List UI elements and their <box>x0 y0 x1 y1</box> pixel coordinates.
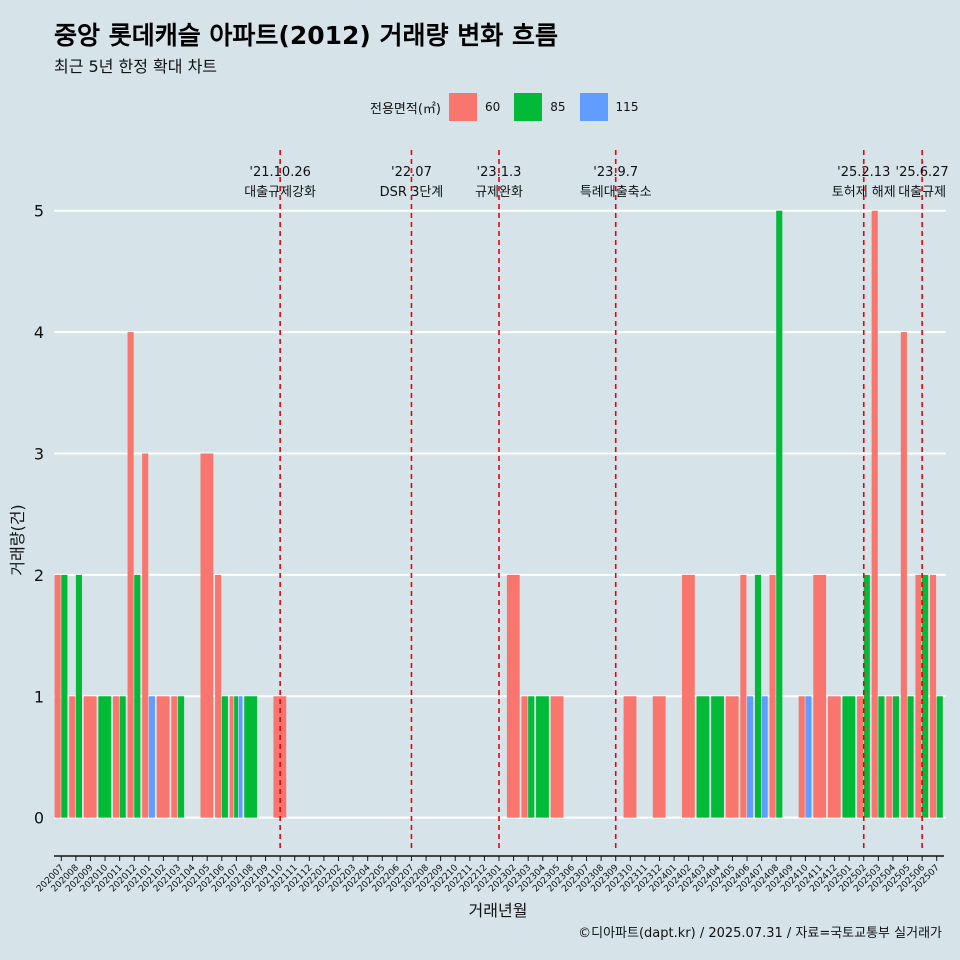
event-label: 토허제 해제 <box>832 185 896 200</box>
bar <box>761 696 768 818</box>
bar <box>827 696 841 818</box>
y-tick-label: 5 <box>34 202 44 221</box>
bar <box>238 696 243 818</box>
x-axis-title: 거래년월 <box>468 901 528 920</box>
bar <box>747 696 754 818</box>
bar <box>244 696 258 818</box>
bar <box>769 574 776 818</box>
bar <box>54 574 61 818</box>
legend-title: 전용면적(㎡) <box>370 101 441 117</box>
y-tick-label: 2 <box>34 566 44 585</box>
bar <box>915 574 922 818</box>
bar <box>119 696 126 818</box>
bar <box>929 574 937 818</box>
legend-key-115 <box>579 93 608 121</box>
bar <box>922 574 929 818</box>
legend: 전용면적(㎡) 60 85 115 <box>370 93 652 121</box>
bar <box>75 574 82 818</box>
bar <box>178 696 185 818</box>
bar <box>886 696 893 818</box>
bar <box>142 453 149 818</box>
bar <box>221 696 228 818</box>
bar <box>215 574 222 818</box>
bar <box>907 696 914 818</box>
bar <box>878 696 885 818</box>
bar <box>112 696 120 818</box>
bar <box>652 696 666 818</box>
legend-label-115: 115 <box>615 100 639 114</box>
bar <box>696 696 710 818</box>
bar <box>69 696 76 818</box>
bar <box>813 574 827 818</box>
event-label: DSR 3단계 <box>380 185 444 200</box>
event-date-label: '23.9.7 <box>593 165 638 180</box>
bar <box>506 574 520 818</box>
bar <box>528 696 535 818</box>
event-date-label: '21.10.26 <box>249 165 310 180</box>
event-label: 특례대출축소 <box>580 185 652 200</box>
event-label: 대출규제강화 <box>244 185 316 200</box>
bar <box>536 696 549 818</box>
legend-key-60 <box>448 93 477 121</box>
bar <box>842 696 856 818</box>
y-tick-label: 1 <box>34 687 44 706</box>
y-tick-label: 0 <box>34 809 44 828</box>
bar <box>148 696 155 818</box>
event-label: 대출규제 <box>898 185 946 200</box>
chart-subtitle: 최근 5년 한정 확대 차트 <box>54 57 218 76</box>
y-tick-label: 3 <box>34 444 44 463</box>
bar <box>234 696 239 818</box>
event-date-label: '22.07 <box>391 165 432 180</box>
bar <box>871 210 878 818</box>
bar <box>740 574 747 818</box>
bar <box>229 696 234 818</box>
bar <box>550 696 564 818</box>
bar <box>171 696 178 818</box>
bar <box>805 696 812 818</box>
bar <box>521 696 528 818</box>
bar <box>200 453 214 818</box>
bar <box>61 574 68 818</box>
bar <box>936 696 943 818</box>
source-caption: ©디아파트(dapt.kr) / 2025.07.31 / 자료=국토교통부 실… <box>578 926 942 941</box>
event-date-label: '25.6.27 <box>896 165 949 180</box>
bar <box>623 696 637 818</box>
bar <box>681 574 695 818</box>
bar <box>754 574 762 818</box>
bar <box>900 332 907 818</box>
bar <box>725 696 739 818</box>
bar <box>776 210 783 818</box>
bar <box>711 696 724 818</box>
chart-title: 중앙 롯데캐슬 아파트(2012) 거래량 변화 흐름 <box>54 21 558 50</box>
legend-key-85 <box>514 93 543 121</box>
bar <box>857 696 864 818</box>
legend-label-85: 85 <box>550 100 566 114</box>
bar <box>892 696 900 818</box>
y-tick-label: 4 <box>34 323 44 342</box>
bar <box>156 696 170 818</box>
bar <box>127 332 134 818</box>
bar <box>83 696 97 818</box>
bar <box>863 574 870 818</box>
legend-label-60: 60 <box>484 100 501 114</box>
bar <box>134 574 141 818</box>
event-date-label: '25.2.13 <box>837 165 890 180</box>
y-axis-title: 거래량(건) <box>8 504 27 576</box>
event-date-label: '23.1.3 <box>477 165 522 180</box>
bar <box>98 696 112 818</box>
bar <box>798 696 805 818</box>
event-label: 규제완화 <box>475 185 523 200</box>
